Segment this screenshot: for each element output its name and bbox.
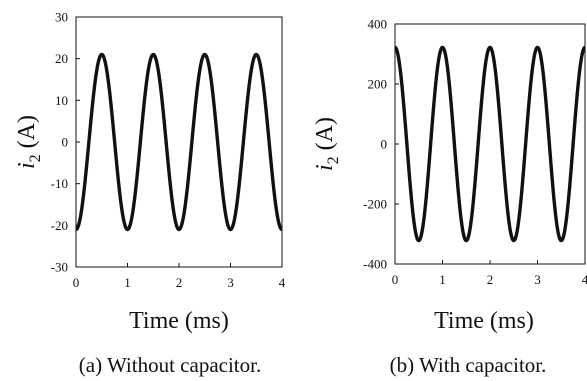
- y-tick-label: 0: [62, 135, 69, 150]
- y-tick-label: 10: [55, 93, 68, 108]
- y-tick-label: 0: [381, 137, 388, 152]
- y-tick-label: 200: [368, 77, 388, 92]
- y-tick-label: 20: [55, 51, 68, 66]
- x-tick-label: 1: [124, 275, 131, 290]
- y-tick-label: -400: [363, 257, 387, 272]
- series-line-b: [393, 45, 587, 243]
- series-line-a: [74, 52, 284, 232]
- x-tick-label: 0: [392, 272, 399, 287]
- y-ticks-b: -400 -200 0 200 400: [363, 17, 399, 272]
- x-tick-label: 4: [582, 272, 587, 287]
- y-axis-title-b: i2(A): [312, 117, 342, 171]
- y-ticks-a: -30 -20 -10 0 10 20 30: [51, 10, 80, 275]
- x-ticks-a: 0 1 2 3 4: [73, 263, 286, 290]
- caption-b: (b) With capacitor.: [390, 353, 547, 377]
- y-tick-label: -20: [51, 218, 68, 233]
- x-tick-label: 1: [439, 272, 446, 287]
- caption-a: (a) Without capacitor.: [79, 353, 261, 377]
- y-tick-label: -30: [51, 260, 68, 275]
- y-axis-title-a: i2(A): [14, 115, 44, 169]
- x-ticks-b: 0 1 2 3 4: [392, 260, 587, 287]
- x-axis-title-a: Time (ms): [129, 308, 229, 334]
- y-tick-label: 30: [55, 10, 68, 25]
- chart-without-capacitor: -30 -20 -10 0 10 20 30 0 1 2 3 4 i2(A) Time (ms) (…: [14, 10, 286, 378]
- x-tick-label: 3: [534, 272, 541, 287]
- y-tick-label: -200: [363, 197, 387, 212]
- x-tick-label: 3: [227, 275, 234, 290]
- x-tick-label: 2: [176, 275, 183, 290]
- y-tick-label: 400: [368, 17, 388, 32]
- y-tick-label: -10: [51, 176, 68, 191]
- x-tick-label: 4: [279, 275, 286, 290]
- x-axis-title-b: Time (ms): [434, 308, 534, 334]
- x-tick-label: 2: [487, 272, 494, 287]
- x-tick-label: 0: [73, 275, 80, 290]
- chart-with-capacitor: -400 -200 0 200 400 0 1 2 3 4 i2(A) Time (ms) (b…: [312, 17, 587, 378]
